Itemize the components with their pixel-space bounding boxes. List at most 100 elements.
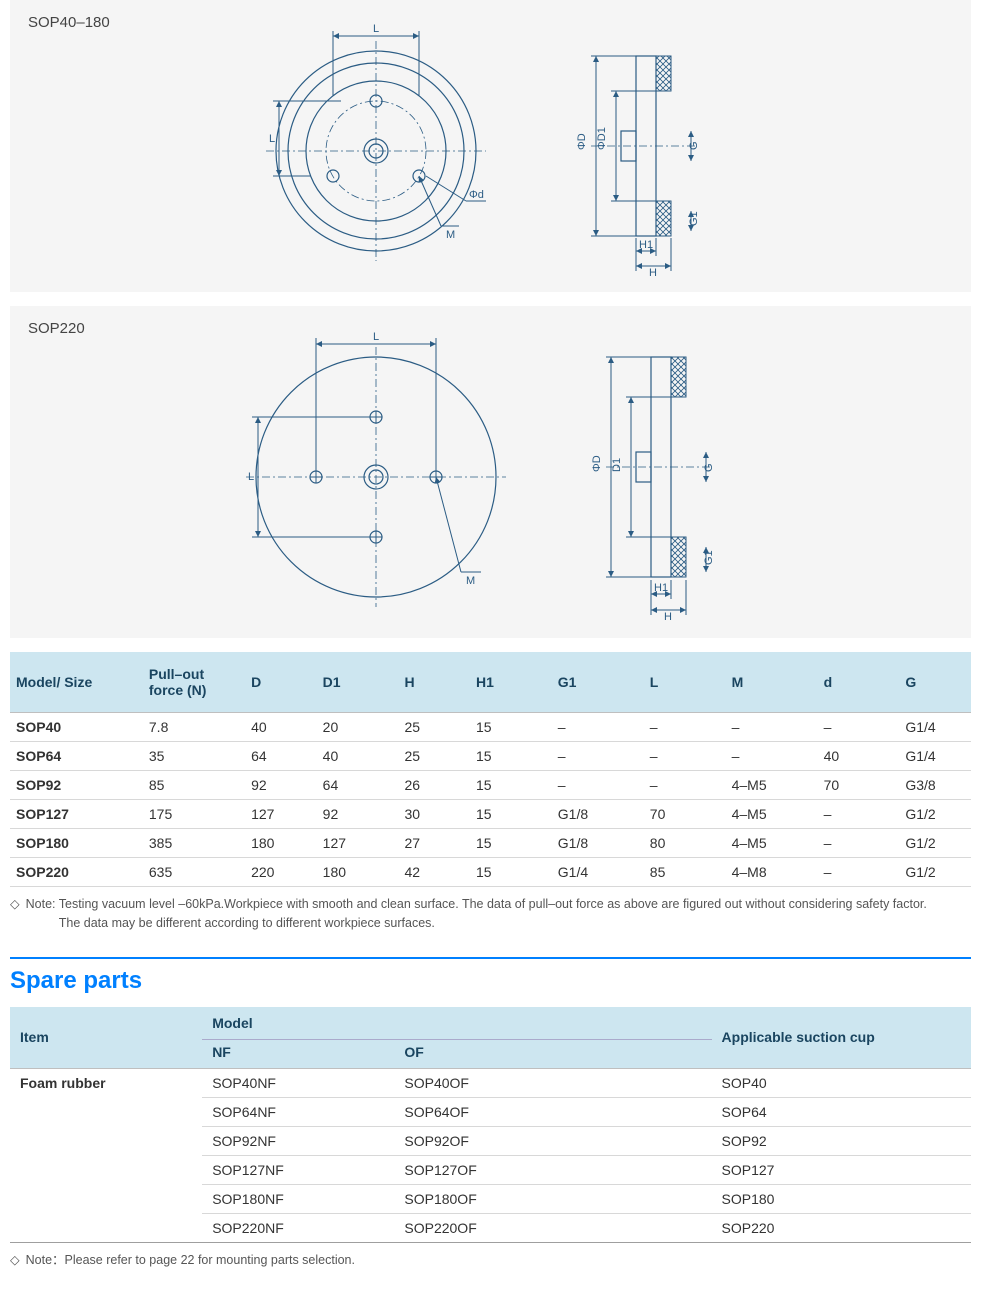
dim-G1: G1 — [688, 211, 700, 226]
spec-row: SOP2206352201804215G1/4854–M8–G1/2 — [10, 858, 971, 887]
spec-cell: 40 — [245, 713, 317, 742]
spec-cell: 70 — [818, 771, 900, 800]
spec-cell: SOP180 — [10, 829, 143, 858]
spec-cell: 80 — [644, 829, 726, 858]
spec-cell: – — [644, 771, 726, 800]
spec-cell: 42 — [398, 858, 470, 887]
spec-col-header: L — [644, 652, 726, 713]
spare-cell: SOP64 — [712, 1097, 971, 1126]
spec-col-header: D1 — [317, 652, 399, 713]
dim2-L-left: L — [248, 471, 254, 483]
spare-cell: SOP180OF — [394, 1184, 711, 1213]
spec-col-header: d — [818, 652, 900, 713]
spec-cell: SOP220 — [10, 858, 143, 887]
spec-cell: 127 — [317, 829, 399, 858]
dim-H1: H1 — [639, 239, 653, 251]
dim-L-left: L — [269, 133, 275, 145]
spec-cell: 4–M8 — [726, 858, 818, 887]
spec-col-header: M — [726, 652, 818, 713]
spec-table: Model/ SizePull–out force (N)DD1HH1G1LMd… — [10, 652, 971, 887]
spec-cell: 15 — [470, 742, 552, 771]
dim2-G: G — [703, 463, 715, 472]
spec-cell: – — [552, 771, 644, 800]
spec-row: SOP127175127923015G1/8704–M5–G1/2 — [10, 800, 971, 829]
dim2-G1: G1 — [703, 550, 715, 565]
spare-cell: SOP127NF — [202, 1155, 394, 1184]
spec-col-header: G — [899, 652, 971, 713]
note-2-marker: ◇ — [10, 1251, 20, 1270]
spare-parts-heading: Spare parts — [10, 957, 971, 995]
spec-cell: 15 — [470, 713, 552, 742]
spec-cell: G1/4 — [899, 713, 971, 742]
spec-cell: 30 — [398, 800, 470, 829]
spec-cell: 64 — [317, 771, 399, 800]
spec-cell: 40 — [818, 742, 900, 771]
dim-phiD: ΦD — [576, 133, 588, 150]
spec-cell: 27 — [398, 829, 470, 858]
spare-cell: SOP40NF — [202, 1068, 394, 1097]
spare-h-model: Model — [202, 1007, 711, 1040]
spec-cell: 25 — [398, 742, 470, 771]
spec-cell: 7.8 — [143, 713, 245, 742]
spec-cell: SOP40 — [10, 713, 143, 742]
spare-cell: SOP180NF — [202, 1184, 394, 1213]
spec-cell: – — [644, 713, 726, 742]
spec-cell: – — [726, 742, 818, 771]
spare-cell: SOP64NF — [202, 1097, 394, 1126]
spare-cell: SOP127 — [712, 1155, 971, 1184]
spec-cell: 220 — [245, 858, 317, 887]
spec-cell: 92 — [317, 800, 399, 829]
spare-table: Item Model Applicable suction cup NF OF … — [10, 1007, 971, 1243]
spec-cell: 64 — [245, 742, 317, 771]
spec-cell: 92 — [245, 771, 317, 800]
dim-L-top: L — [373, 23, 379, 35]
spec-cell: 15 — [470, 771, 552, 800]
diagram-block-sop40-180: SOP40–180 — [10, 0, 971, 292]
spec-cell: 180 — [317, 858, 399, 887]
spec-cell: G1/4 — [552, 858, 644, 887]
spec-col-header: Model/ Size — [10, 652, 143, 713]
dim2-phiD: ΦD — [591, 455, 603, 472]
spec-table-body: SOP407.840202515––––G1/4SOP643564402515–… — [10, 713, 971, 887]
spec-cell: – — [726, 713, 818, 742]
spec-cell: SOP127 — [10, 800, 143, 829]
spec-cell: 26 — [398, 771, 470, 800]
spec-cell: – — [818, 858, 900, 887]
spare-h-app: Applicable suction cup — [712, 1007, 971, 1069]
note-1-text: Note: Testing vacuum level –60kPa.Workpi… — [26, 895, 971, 933]
dim2-L-top: L — [373, 331, 379, 343]
dim2-H1: H1 — [654, 582, 668, 594]
spec-cell: G1/2 — [899, 829, 971, 858]
spare-row: Foam rubberSOP40NFSOP40OFSOP40 — [10, 1068, 971, 1097]
spec-cell: 4–M5 — [726, 800, 818, 829]
spec-cell: – — [552, 713, 644, 742]
dim-G: G — [688, 141, 700, 150]
spare-cell: SOP64OF — [394, 1097, 711, 1126]
note-2: ◇ Note：Please refer to page 22 for mount… — [10, 1251, 971, 1270]
dim-H: H — [649, 267, 657, 276]
diagram-1-front-view: L L Φd M — [251, 16, 501, 266]
spare-cell: SOP127OF — [394, 1155, 711, 1184]
spec-cell: SOP64 — [10, 742, 143, 771]
spare-cell: SOP92NF — [202, 1126, 394, 1155]
spec-cell: – — [818, 829, 900, 858]
spare-item-name: Foam rubber — [10, 1068, 202, 1242]
spare-cell: SOP220NF — [202, 1213, 394, 1242]
dim2-D1: D1 — [611, 458, 623, 472]
dim-phiD1: ΦD1 — [596, 127, 608, 150]
spare-h-of: OF — [394, 1039, 711, 1068]
spec-cell: 85 — [644, 858, 726, 887]
spec-cell: G1/2 — [899, 800, 971, 829]
spec-row: SOP928592642615––4–M570G3/8 — [10, 771, 971, 800]
diagram-2-side-view: ΦD D1 G G1 H H1 — [576, 322, 746, 622]
spec-cell: 35 — [143, 742, 245, 771]
spec-cell: 15 — [470, 858, 552, 887]
spec-cell: 40 — [317, 742, 399, 771]
spec-cell: SOP92 — [10, 771, 143, 800]
spec-cell: G1/2 — [899, 858, 971, 887]
spare-cell: SOP180 — [712, 1184, 971, 1213]
note-2-text: Note：Please refer to page 22 for mountin… — [26, 1251, 971, 1270]
dim2-M: M — [466, 575, 475, 587]
spec-col-header: Pull–out force (N) — [143, 652, 245, 713]
spec-cell: 25 — [398, 713, 470, 742]
